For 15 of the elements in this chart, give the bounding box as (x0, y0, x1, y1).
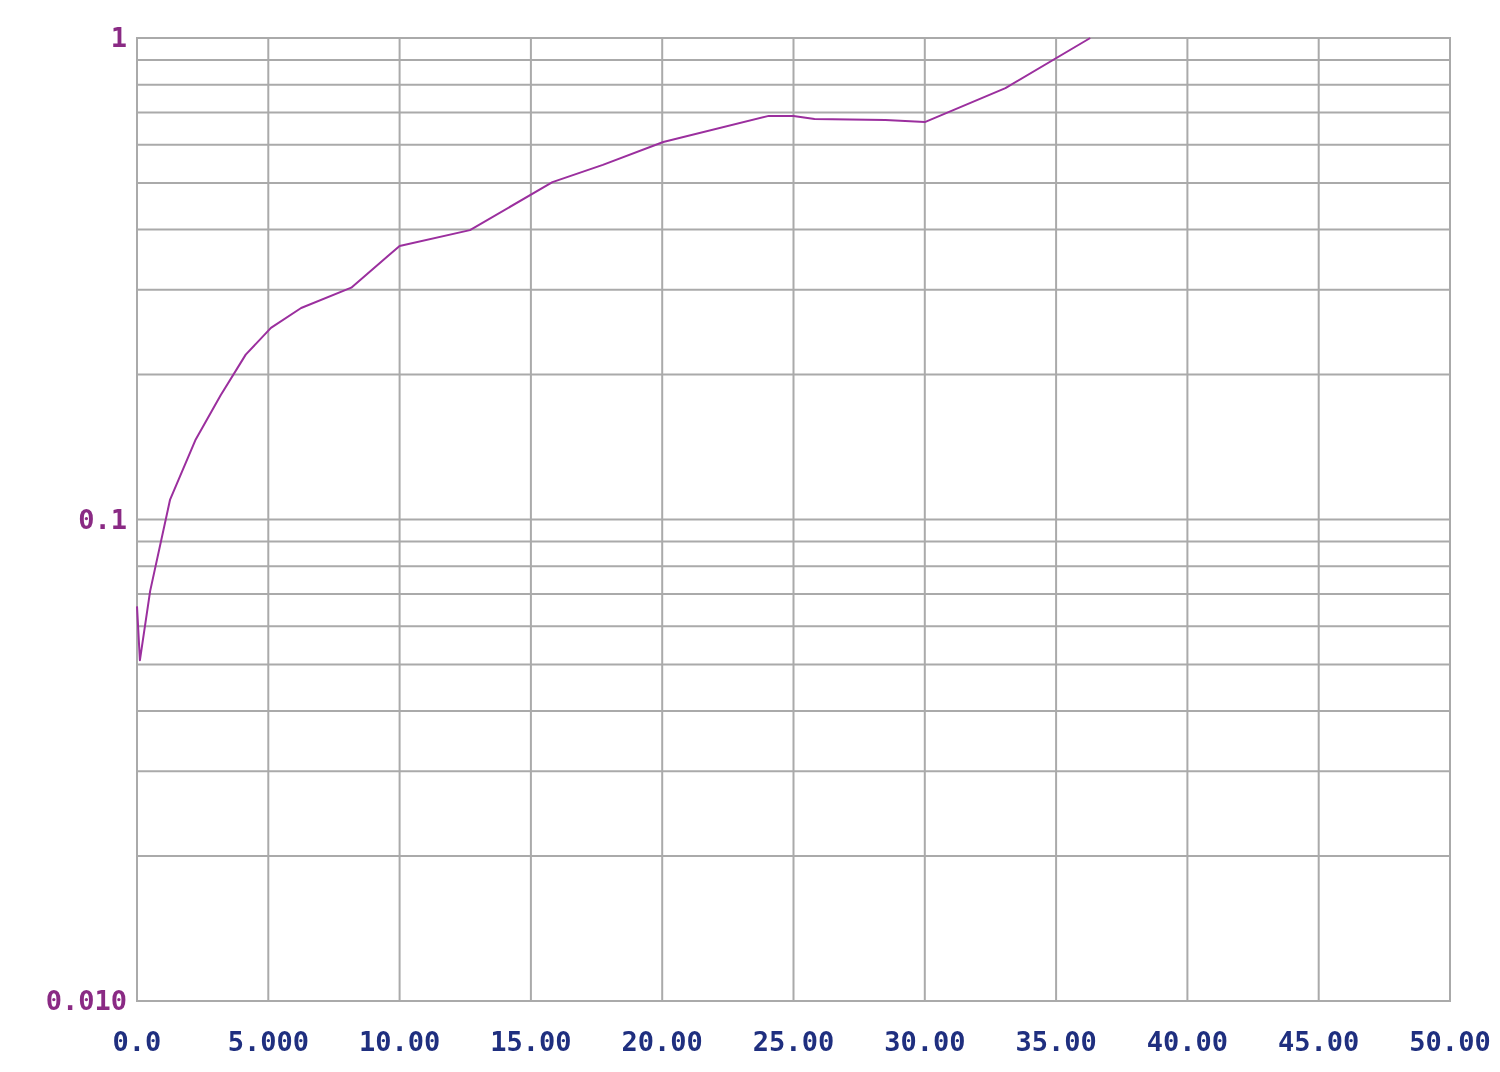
y-tick-label: 0.010 (45, 985, 127, 1017)
line-series (136, 37, 1092, 662)
x-tick-label: 50.00 (1409, 1026, 1491, 1057)
x-tick-label: 35.00 (1015, 1026, 1097, 1057)
x-tick-label: 45.00 (1278, 1026, 1360, 1057)
y-tick-label: 1 (110, 22, 127, 54)
x-tick-label: 25.00 (752, 1026, 835, 1057)
x-tick-label: 5.000 (227, 1026, 309, 1057)
x-tick-label: 15.00 (490, 1026, 572, 1057)
y-tick-label: 0.1 (78, 503, 127, 535)
x-tick-label: 10.00 (358, 1026, 441, 1057)
x-tick-label: 20.00 (621, 1026, 703, 1057)
x-tick-label: 30.00 (884, 1026, 966, 1057)
x-tick-label: 0.0 (112, 1026, 162, 1057)
x-tick-label: 40.00 (1146, 1026, 1229, 1057)
